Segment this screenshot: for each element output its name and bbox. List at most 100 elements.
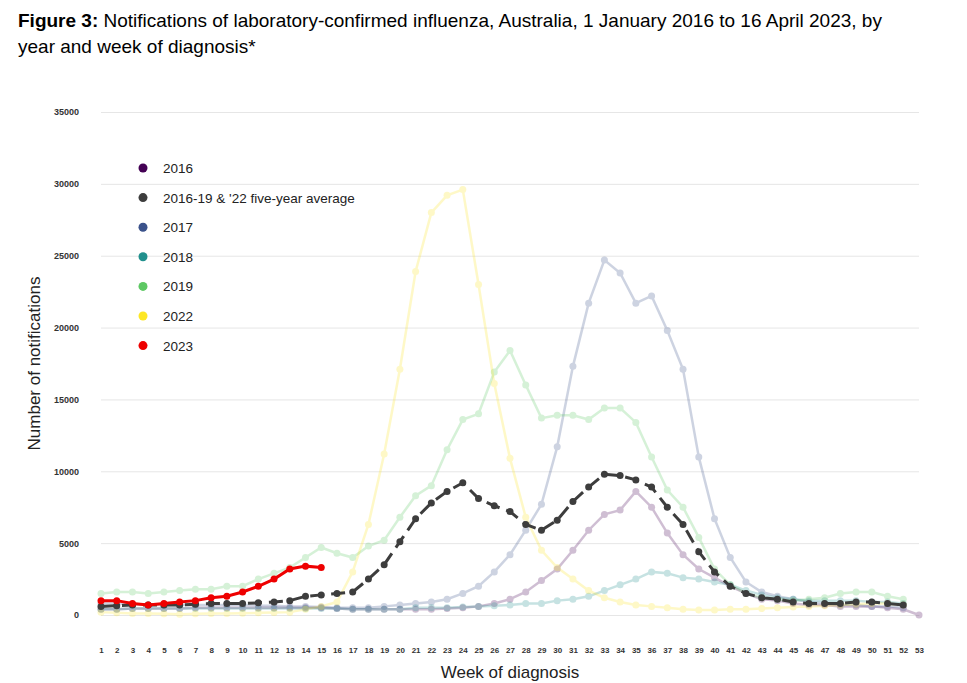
series-point [507, 455, 514, 462]
series-point [617, 405, 624, 412]
series-point [444, 605, 451, 612]
x-tick: 47 [821, 615, 830, 655]
series-point [412, 492, 419, 499]
series-point [695, 548, 702, 555]
legend-label: 2017 [163, 220, 193, 235]
x-tick: 52 [899, 615, 908, 655]
series-point [129, 601, 136, 608]
y-tick-label: 5000 [59, 539, 79, 549]
x-tick: 50 [868, 615, 877, 655]
series-point [145, 610, 152, 617]
series-point [522, 600, 529, 607]
x-tick-label: 28 [522, 646, 531, 655]
series-point [632, 476, 639, 483]
series-point [129, 610, 136, 617]
y-tick-label: 15000 [54, 395, 79, 405]
series-point [648, 484, 655, 491]
x-tick: 29 [538, 615, 547, 655]
series-point [412, 604, 419, 611]
x-tick: 38 [679, 615, 688, 655]
series-point [255, 583, 262, 590]
series-point [742, 590, 749, 597]
series-point [428, 604, 435, 611]
x-tick-label: 1 [99, 646, 104, 655]
series-point [396, 606, 403, 613]
grid-line [101, 543, 919, 544]
x-tick: 26 [490, 615, 499, 655]
legend-marker [139, 164, 148, 173]
x-tick: 33 [600, 615, 609, 655]
x-tick: 11 [255, 615, 264, 655]
legend-marker [139, 282, 148, 291]
x-tick: 27 [506, 615, 515, 655]
series-point [459, 416, 466, 423]
series-point [522, 589, 529, 596]
series-point [365, 576, 372, 583]
y-tick-label: 0 [74, 610, 79, 620]
series-point [176, 599, 183, 606]
series-point [742, 590, 749, 597]
x-tick: 51 [884, 615, 893, 655]
y-tick: 5000 [59, 539, 919, 549]
series-point [742, 590, 749, 597]
x-tick-label: 47 [821, 646, 830, 655]
series-point [601, 257, 608, 264]
series-point [302, 606, 309, 613]
series-point [428, 209, 435, 216]
series-point [868, 599, 875, 606]
legend-item: 2018 [139, 250, 194, 265]
series-point [554, 597, 561, 604]
x-tick: 30 [553, 615, 562, 655]
series-point [632, 488, 639, 495]
grid-line [101, 256, 919, 257]
series-point [538, 415, 545, 422]
x-tick-label: 31 [569, 646, 578, 655]
series-point [129, 600, 136, 607]
series-point [695, 576, 702, 583]
y-tick-label: 35000 [54, 107, 79, 117]
x-tick-label: 7 [194, 646, 199, 655]
series-point [145, 590, 152, 597]
legend-item: 2022 [139, 309, 194, 324]
x-tick-label: 35 [632, 646, 641, 655]
series-point [271, 576, 278, 583]
series-point [538, 527, 545, 534]
series-point [239, 610, 246, 617]
legend-item: 2016-19 & '22 five-year average [139, 191, 355, 206]
series-point [459, 604, 466, 611]
legend-label: 2022 [163, 309, 193, 324]
series-line [101, 572, 903, 609]
x-tick-label: 38 [679, 646, 688, 655]
series-line [101, 491, 919, 615]
series-point [475, 410, 482, 417]
series-point [884, 600, 891, 607]
x-tick-label: 36 [648, 646, 657, 655]
x-tick: 24 [459, 615, 468, 655]
series-point [145, 601, 152, 608]
series-point [459, 604, 466, 611]
series-point [459, 186, 466, 193]
series-point [396, 514, 403, 521]
series-point [255, 609, 262, 616]
x-tick: 43 [758, 615, 767, 655]
x-tick-label: 15 [317, 646, 326, 655]
x-tick-label: 10 [239, 646, 248, 655]
series-point [805, 600, 812, 607]
series-point [538, 600, 545, 607]
series-point [617, 599, 624, 606]
x-tick: 10 [239, 615, 248, 655]
series-point [868, 599, 875, 606]
x-tick: 36 [648, 615, 657, 655]
series-point [742, 578, 749, 585]
series-point [271, 599, 278, 606]
x-tick-label: 14 [302, 646, 311, 655]
series-point [585, 587, 592, 594]
x-tick-label: 42 [742, 646, 751, 655]
x-tick: 25 [475, 615, 484, 655]
x-tick: 19 [380, 615, 389, 655]
series-point [648, 603, 655, 610]
title-text: Notifications of laboratory-confirmed in… [18, 10, 882, 57]
series-point [664, 327, 671, 334]
x-tick: 48 [836, 615, 845, 655]
series-point [648, 568, 655, 575]
